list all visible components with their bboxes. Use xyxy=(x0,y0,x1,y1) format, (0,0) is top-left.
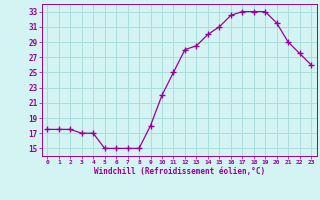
X-axis label: Windchill (Refroidissement éolien,°C): Windchill (Refroidissement éolien,°C) xyxy=(94,167,265,176)
